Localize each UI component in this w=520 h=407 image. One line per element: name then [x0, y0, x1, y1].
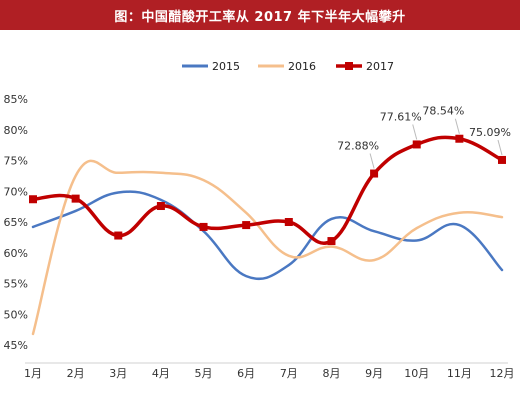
legend-label-2017: 2017 — [366, 60, 394, 73]
data-point-2017 — [498, 155, 506, 164]
chart-data-labels: 72.88% 77.61% 78.54% 75.09% — [337, 105, 511, 169]
x-tick-label: 7月 — [280, 367, 298, 380]
y-tick-label: 75% — [4, 155, 28, 168]
y-tick-label: 55% — [4, 278, 28, 291]
data-point-2017 — [455, 134, 464, 143]
legend: 2015 2016 2017 — [182, 60, 394, 73]
x-tick-label: 3月 — [109, 367, 127, 380]
x-tick-label: 10月 — [404, 367, 429, 380]
y-tick-label: 65% — [4, 216, 28, 229]
data-label-leader — [412, 124, 418, 140]
y-tick-label: 80% — [4, 124, 28, 137]
data-point-2017 — [199, 222, 208, 231]
data-label: 72.88% — [337, 140, 379, 153]
x-tick-label: 5月 — [195, 367, 213, 380]
data-point-2017 — [156, 202, 165, 211]
x-tick-label: 8月 — [322, 367, 340, 380]
x-tick-label: 11月 — [447, 367, 472, 380]
y-tick-label: 45% — [4, 339, 28, 352]
data-point-2017 — [29, 195, 37, 204]
x-tick-label: 9月 — [365, 367, 383, 380]
data-label: 78.54% — [422, 105, 464, 118]
y-tick-label: 50% — [4, 308, 28, 321]
x-tick-label: 4月 — [152, 367, 170, 380]
data-point-2017 — [284, 218, 293, 226]
series-line-2015 — [31, 190, 504, 281]
legend-label-2015: 2015 — [212, 60, 240, 73]
x-tick-label: 1月 — [24, 367, 42, 380]
data-label: 75.09% — [469, 126, 511, 139]
data-label: 77.61% — [380, 110, 422, 123]
data-point-2017 — [327, 237, 336, 246]
chart-series — [29, 134, 506, 336]
data-label-leader — [454, 118, 460, 134]
line-chart: 2015 2016 2017 45% 50% 55% 60% 65% 70% 75% 80% 85%… — [4, 60, 515, 380]
data-point-2017 — [370, 169, 379, 178]
data-label-leader — [497, 139, 503, 156]
chart-axes: 45% 50% 55% 60% 65% 70% 75% 80% 85% 1月 2月 3月 4月 5月 6月 7… — [4, 93, 515, 380]
data-label-leader — [369, 153, 375, 169]
legend-label-2016: 2016 — [288, 60, 316, 73]
data-point-2017 — [71, 194, 80, 203]
data-point-2017 — [242, 221, 251, 230]
chart-title: 图：中国醋酸开工率从 2017 年下半年大幅攀升 — [0, 0, 520, 30]
series-line-2016 — [31, 159, 504, 336]
data-point-2017 — [412, 140, 421, 149]
y-tick-label: 70% — [4, 185, 28, 198]
x-tick-label: 6月 — [237, 367, 255, 380]
series-line-2017 — [31, 135, 504, 245]
x-tick-label: 2月 — [67, 367, 85, 380]
x-tick-label: 12月 — [490, 367, 515, 380]
data-point-2017 — [114, 231, 123, 240]
y-tick-label: 85% — [4, 93, 28, 106]
y-tick-label: 60% — [4, 247, 28, 260]
legend-marker-2017 — [345, 62, 353, 70]
